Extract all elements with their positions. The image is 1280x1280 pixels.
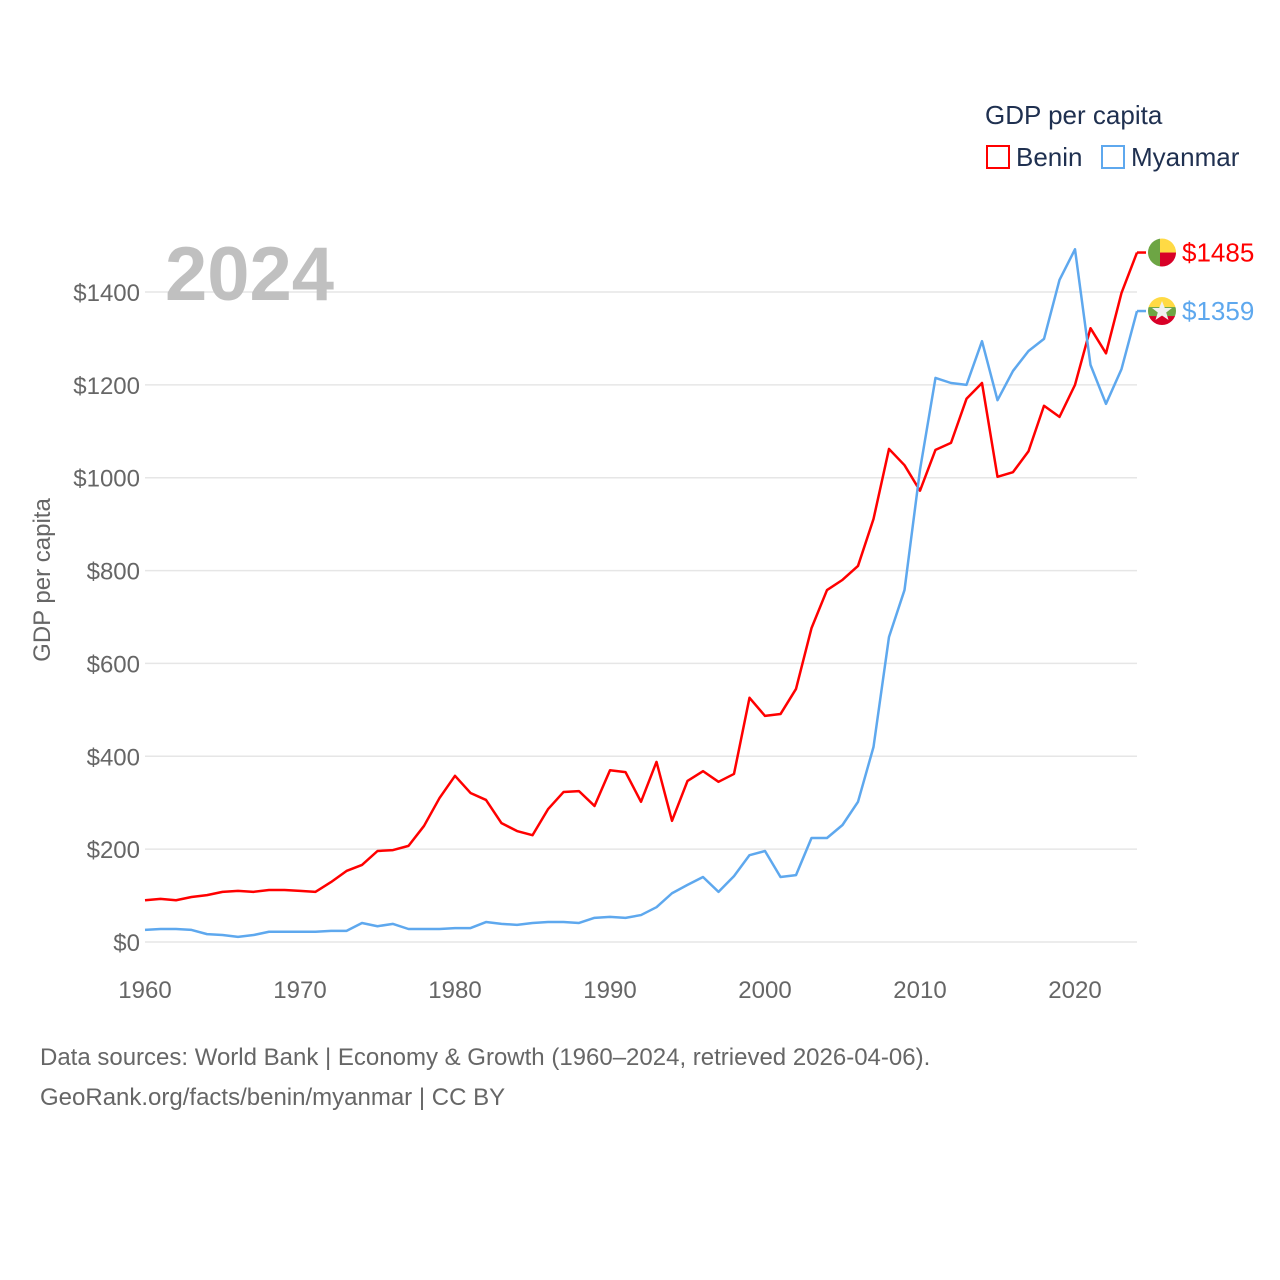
series-line-myanmar xyxy=(144,248,1139,939)
y-tick-label: $1200 xyxy=(73,373,140,400)
legend-title: GDP per capita xyxy=(985,100,1163,130)
y-tick-label: $0 xyxy=(113,930,140,957)
legend: GDP per capita Benin Myanmar xyxy=(985,100,1240,172)
legend-label-myanmar[interactable]: Myanmar xyxy=(1131,142,1240,172)
x-axis-ticks: 1960 1970 1980 1990 2000 2010 2020 xyxy=(118,977,1101,1004)
x-tick-label: 2000 xyxy=(738,977,791,1004)
benin-flag-icon xyxy=(1148,238,1176,267)
y-axis-ticks: $0 $200 $400 $600 $800 $1000 $1200 $1400 xyxy=(73,280,140,957)
series-lines xyxy=(144,248,1146,939)
x-tick-label: 1960 xyxy=(118,977,171,1004)
legend-swatch-myanmar xyxy=(1101,145,1125,169)
end-label-myanmar: $1359 xyxy=(1182,296,1254,326)
y-tick-label: $1400 xyxy=(73,280,140,307)
y-tick-label: $600 xyxy=(87,651,140,678)
myanmar-flag-icon xyxy=(1148,297,1176,326)
y-tick-label: $400 xyxy=(87,744,140,771)
gridlines xyxy=(145,291,1137,943)
year-label: 2024 xyxy=(165,232,334,317)
x-tick-label: 1990 xyxy=(583,977,636,1004)
end-label-benin: $1485 xyxy=(1182,238,1254,268)
footer-attribution[interactable]: GeoRank.org/facts/benin/myanmar | CC BY xyxy=(40,1084,506,1111)
y-tick-label: $800 xyxy=(87,559,140,586)
footer-sources: Data sources: World Bank | Economy & Gro… xyxy=(40,1044,931,1071)
x-tick-label: 1980 xyxy=(428,977,481,1004)
legend-label-benin[interactable]: Benin xyxy=(1016,142,1083,172)
x-tick-label: 2010 xyxy=(893,977,946,1004)
legend-swatch-benin xyxy=(986,145,1010,169)
y-tick-label: $200 xyxy=(87,837,140,864)
series-line-benin xyxy=(144,252,1139,902)
x-tick-label: 1970 xyxy=(273,977,326,1004)
y-axis-label: GDP per capita xyxy=(29,498,56,662)
x-tick-label: 2020 xyxy=(1048,977,1101,1004)
y-tick-label: $1000 xyxy=(73,466,140,493)
